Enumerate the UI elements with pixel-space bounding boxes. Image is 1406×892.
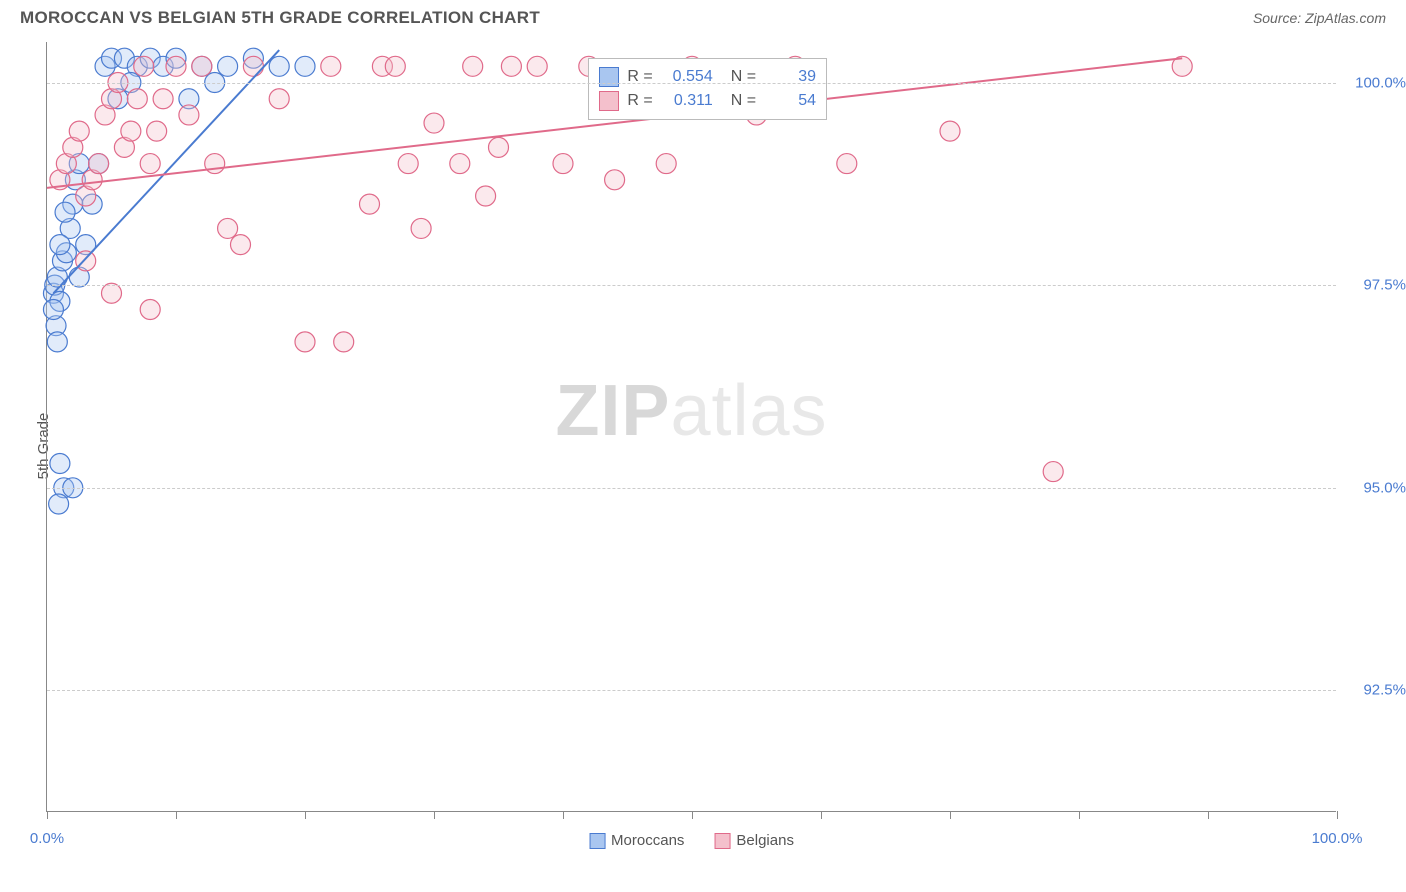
data-point	[411, 218, 431, 238]
x-tick	[563, 811, 564, 819]
data-point	[837, 154, 857, 174]
legend-item: Belgians	[714, 832, 794, 849]
legend-label: Moroccans	[611, 832, 684, 849]
data-point	[1043, 462, 1063, 482]
chart-title: MOROCCAN VS BELGIAN 5TH GRADE CORRELATIO…	[20, 8, 540, 28]
y-tick-label: 97.5%	[1346, 277, 1406, 294]
source-attribution: Source: ZipAtlas.com	[1253, 10, 1386, 26]
legend: Moroccans Belgians	[589, 832, 794, 849]
data-point	[69, 121, 89, 141]
data-point	[269, 56, 289, 76]
data-point	[424, 113, 444, 133]
x-tick	[1079, 811, 1080, 819]
data-point	[153, 89, 173, 109]
correlation-stats-box: R =0.554N =39 R = 0.311 N = 54	[588, 58, 827, 120]
y-tick-label: 95.0%	[1346, 479, 1406, 496]
data-point	[231, 235, 251, 255]
x-tick	[47, 811, 48, 819]
data-point	[527, 56, 547, 76]
data-point	[147, 121, 167, 141]
gridline	[47, 690, 1336, 691]
y-tick-label: 92.5%	[1346, 682, 1406, 699]
x-tick	[1208, 811, 1209, 819]
data-point	[205, 154, 225, 174]
scatter-plot-svg	[47, 42, 1336, 811]
data-point	[166, 56, 186, 76]
chart-plot-area: ZIPatlas R =0.554N =39R =0.311N =54 Moro…	[46, 42, 1336, 812]
data-point	[55, 202, 75, 222]
data-point	[553, 154, 573, 174]
y-tick-label: 100.0%	[1346, 74, 1406, 91]
data-point	[218, 218, 238, 238]
data-point	[140, 299, 160, 319]
data-point	[127, 89, 147, 109]
data-point	[121, 121, 141, 141]
x-tick	[821, 811, 822, 819]
stats-row: R =0.554N =39	[599, 65, 816, 89]
gridline	[47, 488, 1336, 489]
data-point	[489, 137, 509, 157]
data-point	[295, 56, 315, 76]
legend-item: Moroccans	[589, 832, 684, 849]
data-point	[940, 121, 960, 141]
data-point	[43, 299, 63, 319]
data-point	[179, 105, 199, 125]
legend-swatch	[714, 833, 730, 849]
data-point	[463, 56, 483, 76]
data-point	[76, 251, 96, 271]
x-tick-label: 100.0%	[1312, 830, 1363, 847]
data-point	[192, 56, 212, 76]
x-tick	[1337, 811, 1338, 819]
data-point	[656, 154, 676, 174]
data-point	[295, 332, 315, 352]
x-tick-label: 0.0%	[30, 830, 64, 847]
data-point	[269, 89, 289, 109]
gridline	[47, 285, 1336, 286]
n-label: N =	[731, 92, 756, 110]
data-point	[360, 194, 380, 214]
data-point	[89, 154, 109, 174]
data-point	[134, 56, 154, 76]
series-swatch	[599, 91, 619, 111]
data-point	[476, 186, 496, 206]
data-point	[450, 154, 470, 174]
n-value: 54	[764, 92, 816, 110]
data-point	[102, 283, 122, 303]
data-point	[334, 332, 354, 352]
data-point	[605, 170, 625, 190]
data-point	[321, 56, 341, 76]
gridline	[47, 83, 1336, 84]
data-point	[243, 56, 263, 76]
data-point	[49, 494, 69, 514]
x-tick	[950, 811, 951, 819]
legend-swatch	[589, 833, 605, 849]
series-swatch	[599, 67, 619, 87]
stats-row: R = 0.311 N = 54	[599, 89, 816, 113]
data-point	[140, 154, 160, 174]
data-point	[50, 453, 70, 473]
legend-label: Belgians	[736, 832, 794, 849]
r-label: R =	[627, 92, 652, 110]
r-value: 0.311	[661, 92, 713, 110]
data-point	[398, 154, 418, 174]
data-point	[218, 56, 238, 76]
x-tick	[434, 811, 435, 819]
data-point	[385, 56, 405, 76]
x-tick	[305, 811, 306, 819]
x-tick	[692, 811, 693, 819]
data-point	[50, 235, 70, 255]
data-point	[501, 56, 521, 76]
data-point	[47, 332, 67, 352]
x-tick	[176, 811, 177, 819]
